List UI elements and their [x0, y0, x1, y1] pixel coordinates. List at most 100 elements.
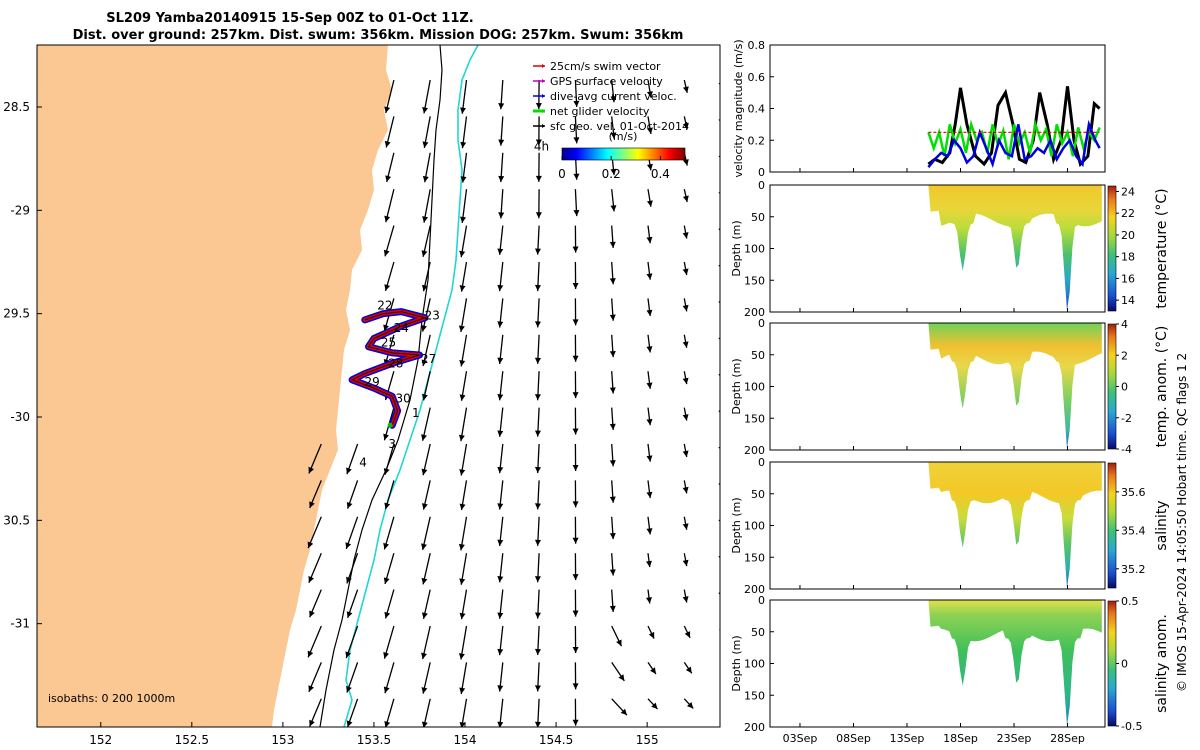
current-vector-head	[572, 246, 579, 253]
current-vector	[757, 153, 759, 159]
current-vector	[757, 480, 759, 486]
current-vector-head	[383, 468, 390, 475]
current-vector-head	[534, 466, 541, 474]
current-vector-head	[497, 394, 504, 401]
salinity-section: 0 50 100 150 200 Depth (m) 35.6 35.4 35.2 salinit…	[730, 456, 1170, 596]
section-cbar-label: salinity	[1154, 500, 1170, 550]
current-vector-head	[650, 667, 656, 674]
current-vector	[308, 735, 321, 750]
current-vector-head	[498, 212, 505, 219]
current-vector-head	[754, 225, 760, 232]
section-colorbar	[1107, 600, 1117, 727]
current-vector	[757, 298, 759, 304]
current-vector-head	[422, 106, 429, 114]
current-vector-head	[309, 719, 315, 727]
velocity-series-line	[927, 119, 1101, 160]
current-vector-head	[682, 559, 689, 567]
time-tick-label: 03Sep	[783, 732, 818, 745]
map-lon-tick-label: 153	[271, 733, 294, 747]
colorbar-tick-label: 20	[1121, 229, 1135, 242]
section-colorbar	[1107, 462, 1117, 589]
current-vector	[757, 371, 759, 377]
legend-swatch-head	[542, 109, 545, 113]
current-vector-head	[646, 528, 653, 535]
current-vector-head	[534, 284, 541, 292]
current-vector-head	[421, 325, 427, 332]
current-vector	[757, 335, 759, 341]
day-label: 24	[394, 321, 409, 335]
section-colorbar	[1107, 323, 1117, 450]
map-lat-tick-label: -31	[10, 617, 30, 631]
current-vector-head	[422, 141, 429, 148]
current-vector-head	[684, 631, 691, 638]
depth-tick-label: 150	[744, 412, 765, 425]
velocity-ytick-label: 0.4	[748, 103, 766, 116]
current-vector-head	[687, 702, 694, 709]
depth-tick-label: 200	[744, 444, 765, 457]
legend-label: dive-avg current veloc.	[550, 90, 677, 103]
colorbar-tick-label: 22	[1121, 207, 1135, 220]
time-tick-label: 28Sep	[1050, 732, 1085, 745]
current-vector-head	[682, 341, 689, 348]
footer-credit: © IMOS 15-Apr-2024 14:05:50 Hobart time.…	[1175, 353, 1189, 692]
current-vector-head	[682, 195, 689, 203]
current-vector-head	[616, 639, 622, 647]
velocity-series-line	[927, 119, 1101, 169]
current-vector-head	[458, 653, 465, 660]
current-vector	[719, 516, 720, 518]
current-vector-head	[572, 282, 579, 289]
section-cbar-label: temp. anom. (°C)	[1154, 326, 1170, 448]
current-vector-head	[497, 466, 504, 474]
depth-tick-label: 150	[744, 274, 765, 287]
depth-tick-label: 50	[751, 626, 765, 639]
current-vector-head	[458, 543, 465, 551]
day-label: 1	[412, 406, 420, 420]
current-vector-head	[307, 650, 314, 658]
day-label: 30	[395, 391, 410, 405]
current-vector-head	[646, 382, 653, 389]
current-vector-head	[497, 284, 504, 292]
current-vector-head	[308, 685, 314, 692]
section-colorbar	[1107, 185, 1117, 312]
current-vector-head	[610, 132, 617, 139]
current-vector-head	[572, 428, 579, 435]
current-vector	[423, 735, 431, 750]
current-vector	[719, 116, 720, 117]
colorbar-tick-label: 0.4	[651, 167, 670, 181]
current-vector-head	[534, 539, 541, 546]
colorbar-tick-label: 0	[558, 167, 566, 181]
current-vector-head	[534, 321, 541, 328]
current-vector-head	[421, 612, 428, 619]
map-lat-tick-label: 28.5	[3, 100, 30, 114]
current-vector-head	[346, 502, 353, 509]
current-vector-head	[572, 501, 579, 508]
current-vector	[719, 407, 720, 408]
time-tick-label: 23Sep	[997, 732, 1032, 745]
current-vector-head	[572, 610, 579, 617]
colorbar-tick-label: 16	[1121, 272, 1135, 285]
current-vector-head	[421, 687, 428, 694]
current-vector	[719, 334, 720, 336]
current-vector-head	[573, 137, 580, 144]
current-vector	[719, 480, 720, 481]
depth-tick-label: 0	[758, 456, 765, 469]
colorbar-tick-label: -0.5	[1121, 720, 1142, 733]
depth-tick-label: 150	[744, 689, 765, 702]
current-vector-head	[498, 103, 505, 110]
current-vector	[721, 626, 725, 634]
current-vector-head	[460, 107, 466, 114]
current-vector-head	[497, 685, 504, 692]
current-vector-head	[572, 464, 579, 471]
current-vector-head	[646, 91, 653, 98]
current-vector	[757, 262, 759, 268]
depth-tick-label: 0	[758, 179, 765, 192]
current-vector-head	[383, 577, 390, 584]
current-vector-head	[421, 721, 428, 727]
current-vector-head	[534, 248, 541, 255]
current-vector-head	[459, 721, 466, 727]
current-vector-head	[609, 314, 616, 321]
day-label: 27	[421, 352, 436, 366]
current-vector-head	[384, 721, 391, 727]
section-ylabel: Depth (m)	[730, 635, 743, 691]
velocity-ylabel: velocity magnitude (m/s)	[732, 39, 745, 177]
